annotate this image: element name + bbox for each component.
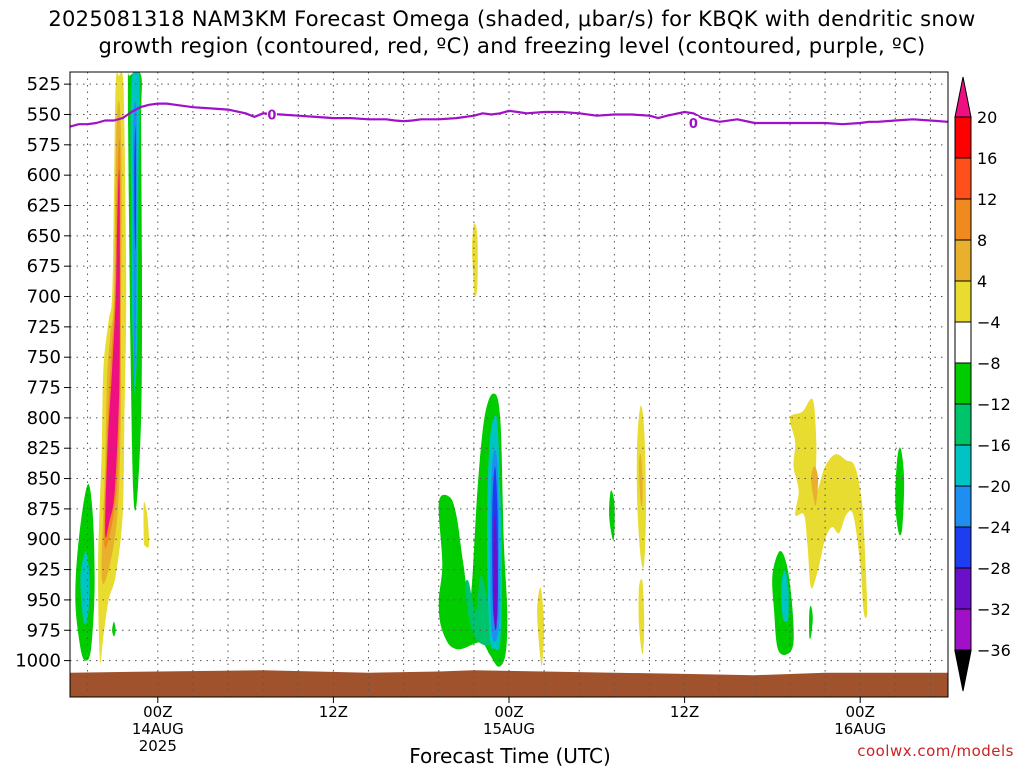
site-watermark[interactable]: coolwx.com/models xyxy=(857,742,1014,760)
colorbar-bottom-arrow xyxy=(954,650,972,692)
y-tick-label: 900 xyxy=(27,529,61,550)
x-tick-label: 15AUG xyxy=(483,720,535,738)
omega-region xyxy=(537,587,545,666)
y-tick-label: 625 xyxy=(27,195,61,216)
omega-region xyxy=(105,169,120,538)
colorbar-label: −24 xyxy=(977,518,1011,537)
gridlines xyxy=(70,72,948,697)
colorbar-label: −4 xyxy=(977,313,1001,332)
colorbar-segment xyxy=(954,239,972,282)
x-axis-label: Forecast Time (UTC) xyxy=(409,744,611,768)
freezing-level-contour: 00 xyxy=(70,102,948,132)
colorbar-label: −12 xyxy=(977,395,1011,414)
y-tick-label: 775 xyxy=(27,378,61,399)
colorbar-segment xyxy=(954,485,972,528)
x-tick-label: 2025 xyxy=(139,737,177,755)
x-tick-label: 12Z xyxy=(319,703,348,721)
colorbar-label: 16 xyxy=(977,149,997,168)
colorbar-segment xyxy=(954,280,972,323)
omega-region xyxy=(781,569,789,622)
colorbar-label: −16 xyxy=(977,436,1011,455)
omega-region xyxy=(809,605,813,640)
chart-title-line-1: 2025081318 NAM3KM Forecast Omega (shaded… xyxy=(48,7,976,31)
y-tick-label: 875 xyxy=(27,499,61,520)
omega-region xyxy=(895,447,905,536)
x-tick-label: 00Z xyxy=(846,703,875,721)
colorbar-segment xyxy=(954,157,972,200)
contour-label-bg xyxy=(266,107,277,122)
y-tick-label: 600 xyxy=(27,165,61,186)
colorbar-segment xyxy=(954,608,972,651)
chart-title-line-2: growth region (contoured, red, ºC) and f… xyxy=(98,34,926,58)
colorbar-label: −28 xyxy=(977,559,1011,578)
colorbar-label: −36 xyxy=(977,641,1011,660)
y-tick-label: 675 xyxy=(27,256,61,277)
x-tick-label: 00Z xyxy=(143,703,172,721)
y-tick-label: 550 xyxy=(27,104,61,125)
colorbar-label: 8 xyxy=(977,231,987,250)
y-tick-label: 925 xyxy=(27,560,61,581)
y-tick-label: 700 xyxy=(27,287,61,308)
colorbar-label: −8 xyxy=(977,354,1001,373)
x-tick-label: 14AUG xyxy=(132,720,184,738)
colorbar-segment xyxy=(954,444,972,487)
freezing-level-label: 0 xyxy=(267,108,276,123)
x-tick-label: 00Z xyxy=(494,703,523,721)
omega-region xyxy=(638,453,643,507)
contour-label-bg xyxy=(688,115,699,130)
y-tick-label: 825 xyxy=(27,438,61,459)
y-tick-label: 525 xyxy=(27,74,61,95)
omega-region xyxy=(811,466,819,506)
colorbar-segment xyxy=(954,403,972,446)
omega-region xyxy=(789,398,868,619)
y-tick-label: 650 xyxy=(27,226,61,247)
y-tick-label: 850 xyxy=(27,469,61,490)
colorbar-segment xyxy=(954,526,972,569)
colorbar-label: 4 xyxy=(977,272,987,291)
x-tick-label: 12Z xyxy=(670,703,699,721)
colorbar-label: 20 xyxy=(977,108,997,127)
omega-region xyxy=(638,578,645,655)
colorbar-label: 12 xyxy=(977,190,997,209)
y-tick-label: 575 xyxy=(27,135,61,156)
omega-region xyxy=(143,501,150,548)
y-axis: 525 550 575 600 625 650 675 700 725 750 775 800 825 8… xyxy=(15,74,70,672)
omega-region xyxy=(112,621,116,637)
freezing-level-line xyxy=(70,102,948,128)
colorbar-label: −20 xyxy=(977,477,1011,496)
y-tick-label: 800 xyxy=(27,408,61,429)
omega-region xyxy=(493,514,498,631)
omega-region xyxy=(134,126,137,250)
colorbar-segment xyxy=(954,198,972,241)
colorbar-segment xyxy=(954,362,972,405)
y-tick-label: 725 xyxy=(27,317,61,338)
y-tick-label: 1000 xyxy=(15,651,61,672)
omega-region xyxy=(465,575,493,646)
omega-shading xyxy=(70,72,948,697)
y-tick-label: 950 xyxy=(27,590,61,611)
y-tick-label: 750 xyxy=(27,347,61,368)
colorbar-label: −32 xyxy=(977,600,1011,619)
colorbar-segment xyxy=(954,321,972,364)
colorbar-segment xyxy=(954,567,972,610)
colorbar-top-arrow xyxy=(954,76,972,118)
omega-region xyxy=(609,490,615,541)
omega-colorbar: 20 16 12 8 4 −4 −8 −12 −16 −20 −24 −28 −32 −36 xyxy=(954,76,1011,692)
freezing-level-label: 0 xyxy=(689,117,698,132)
x-tick-label: 16AUG xyxy=(834,720,886,738)
y-tick-label: 975 xyxy=(27,620,61,641)
colorbar-segment xyxy=(954,116,972,159)
omega-region xyxy=(472,223,478,297)
